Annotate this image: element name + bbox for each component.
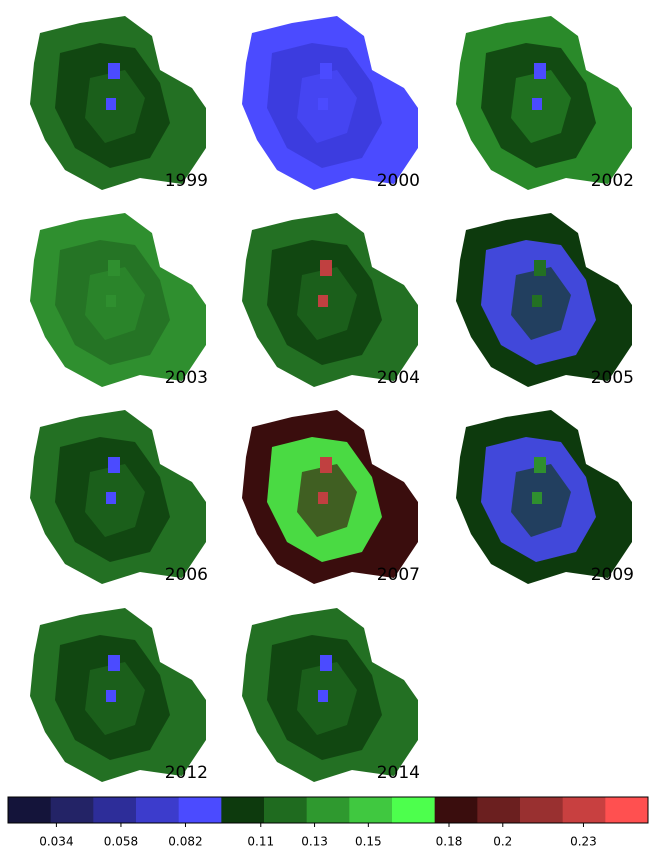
colorbar-tick-label: 0.082 <box>168 835 202 849</box>
map-panel: 2007 <box>242 410 420 585</box>
colorbar-segment <box>136 797 180 823</box>
year-label: 2006 <box>165 565 208 585</box>
map-region <box>318 492 328 504</box>
map-panel: 2006 <box>30 410 208 585</box>
colorbar-tick-label: 0.034 <box>39 835 73 849</box>
map-region <box>318 295 328 307</box>
colorbar-segment <box>50 797 94 823</box>
map-region <box>106 690 116 702</box>
colorbar-segment <box>349 797 393 823</box>
map-panel: 2003 <box>30 213 208 388</box>
colorbar-segment <box>605 797 649 823</box>
colorbar-tick-label: 0.18 <box>436 835 463 849</box>
map-region <box>320 457 332 473</box>
colorbar-segment <box>306 797 350 823</box>
map-region <box>108 457 120 473</box>
colorbar-segment <box>392 797 436 823</box>
year-label: 2014 <box>377 763 420 783</box>
colorbar-tick-label: 0.058 <box>104 835 138 849</box>
year-label: 2007 <box>377 565 420 585</box>
colorbar-segment <box>178 797 222 823</box>
map-region <box>106 98 116 110</box>
colorbar-segment <box>434 797 478 823</box>
map-panel: 2014 <box>242 608 420 783</box>
map-region <box>318 690 328 702</box>
map-panel: 2000 <box>242 16 420 191</box>
map-region <box>320 260 332 276</box>
map-region <box>534 260 546 276</box>
map-panel: 2009 <box>456 410 634 585</box>
map-region <box>532 295 542 307</box>
colorbar-tick-label: 0.13 <box>301 835 328 849</box>
colorbar-segment <box>562 797 606 823</box>
year-label: 2003 <box>165 368 208 388</box>
map-region <box>106 295 116 307</box>
map-panel: 1999 <box>30 16 208 191</box>
map-region <box>318 98 328 110</box>
year-label: 1999 <box>165 171 208 191</box>
map-region <box>534 457 546 473</box>
colorbar-segment <box>477 797 521 823</box>
map-region <box>534 63 546 79</box>
colorbar-segment <box>264 797 308 823</box>
year-label: 2009 <box>591 565 634 585</box>
map-region <box>320 63 332 79</box>
map-region <box>108 260 120 276</box>
colorbar-segment <box>520 797 564 823</box>
colorbar-segment <box>8 797 52 823</box>
year-label: 2000 <box>377 171 420 191</box>
map-region <box>320 655 332 671</box>
map-panel: 2005 <box>456 213 634 388</box>
colorbar-tick-label: 0.23 <box>570 835 597 849</box>
year-label: 2004 <box>377 368 420 388</box>
map-panel: 2004 <box>242 213 420 388</box>
map-region <box>108 63 120 79</box>
map-region <box>108 655 120 671</box>
map-region <box>532 98 542 110</box>
colorbar-tick-label: 0.15 <box>355 835 382 849</box>
year-label: 2005 <box>591 368 634 388</box>
map-panel: 2012 <box>30 608 208 783</box>
colorbar-tick-label: 0.2 <box>493 835 512 849</box>
map-region <box>106 492 116 504</box>
year-label: 2002 <box>591 171 634 191</box>
colorbar-tick-label: 0.11 <box>247 835 274 849</box>
colorbar-frame <box>7 796 649 824</box>
map-region <box>532 492 542 504</box>
year-label: 2012 <box>165 763 208 783</box>
map-panel: 2002 <box>456 16 634 191</box>
colorbar-segment <box>221 797 265 823</box>
colorbar-segment <box>93 797 137 823</box>
